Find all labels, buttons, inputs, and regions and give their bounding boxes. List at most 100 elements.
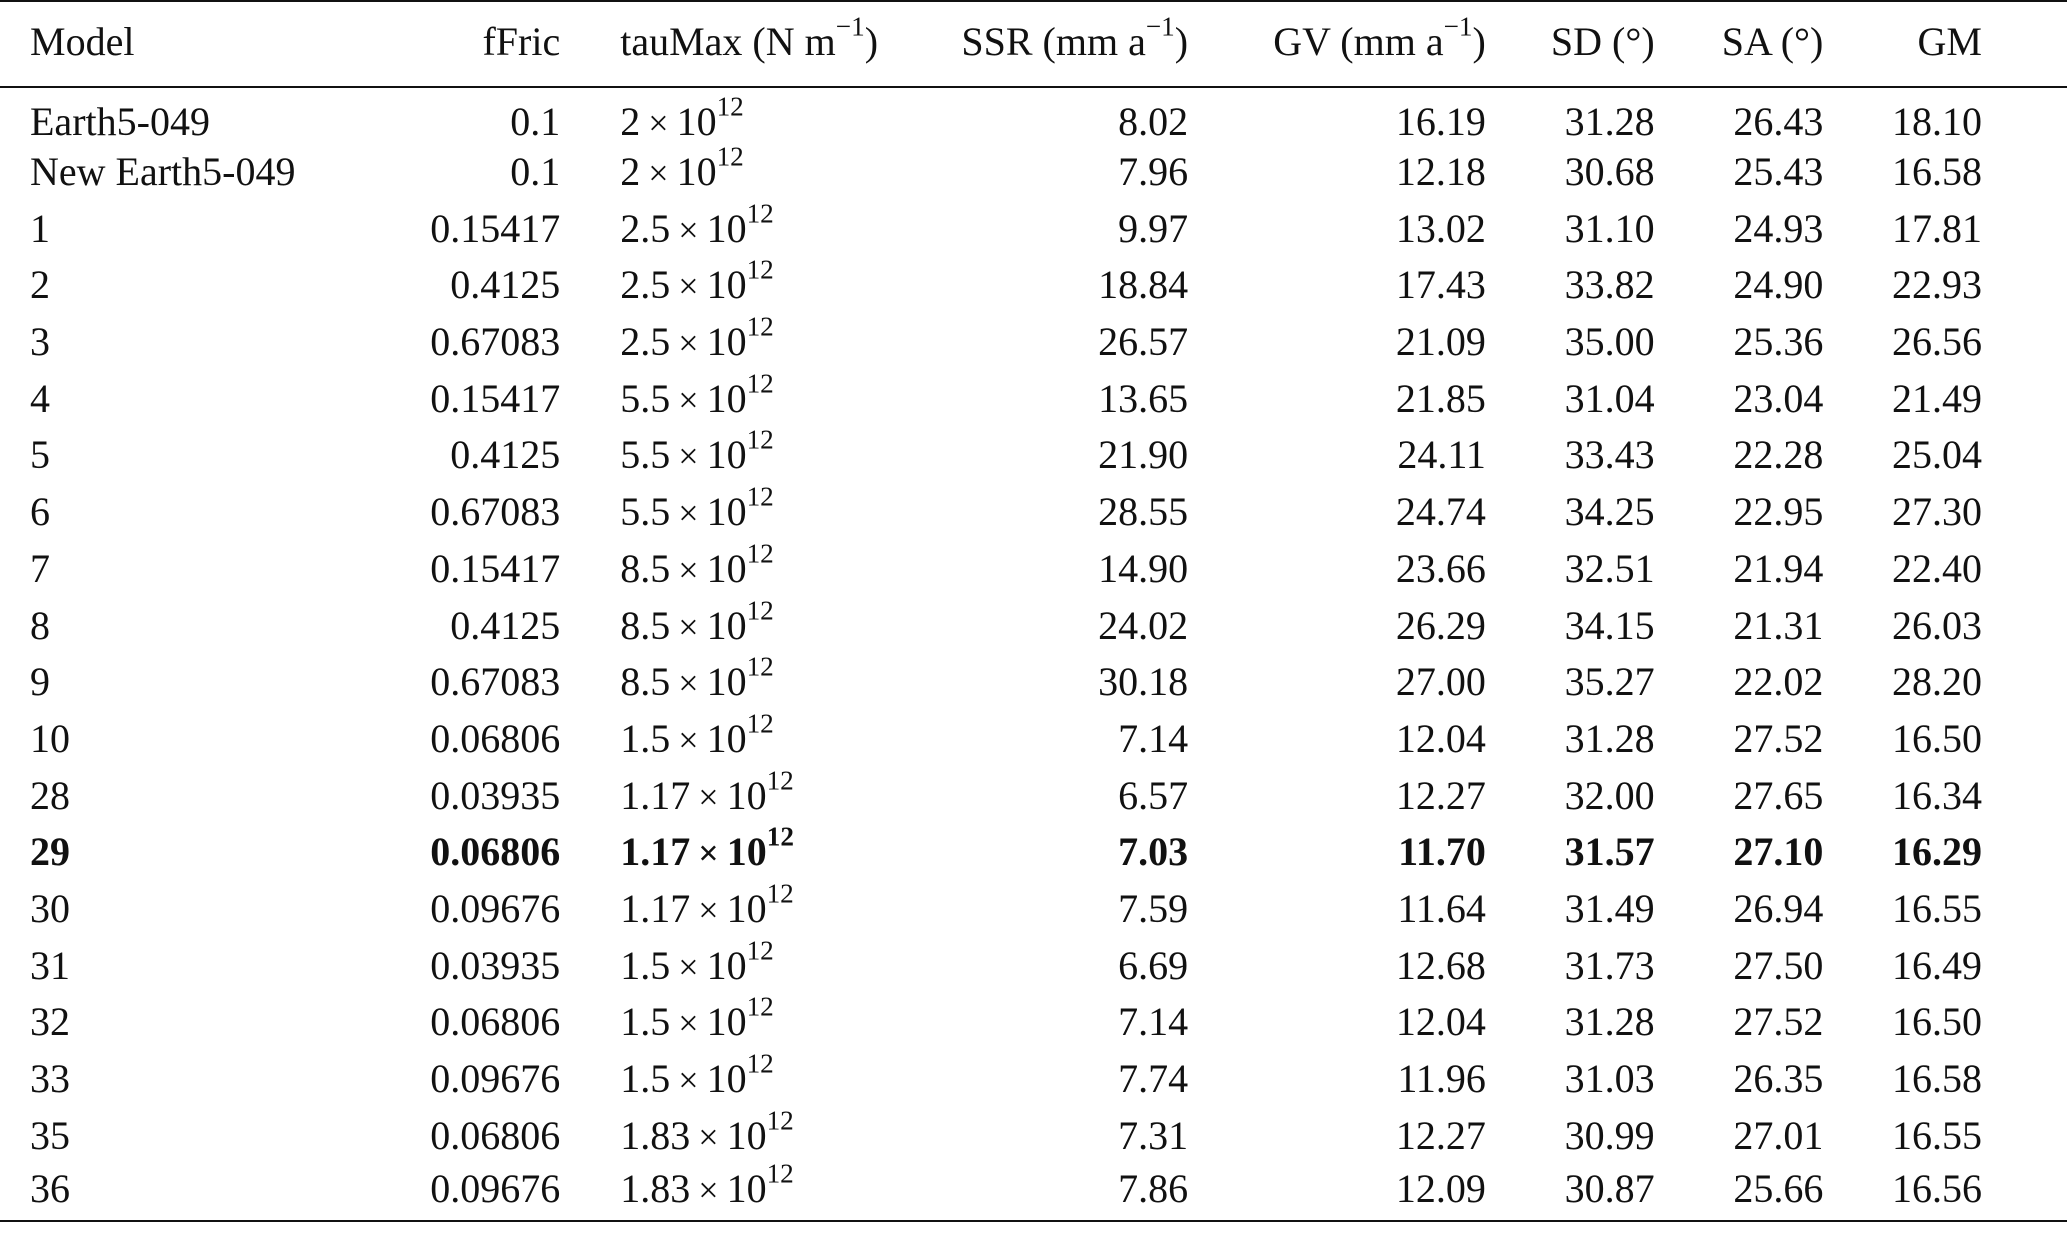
cell-gv: 12.27 xyxy=(1395,1112,1486,1158)
multiply-sign: × xyxy=(648,103,669,144)
cell-ssr: 7.03 xyxy=(1118,829,1189,875)
cell-gm: 16.55 xyxy=(1892,885,1982,931)
cell-sd: 32.51 xyxy=(1564,545,1655,591)
cell-ssr: 24.02 xyxy=(1098,602,1189,648)
cell-gm: 16.50 xyxy=(1892,715,1982,761)
cell-sd: 34.15 xyxy=(1564,602,1655,648)
taumax-base: 10 xyxy=(706,715,747,761)
results-table-container: Model fFric tauMax (N m−1) SSR (mm a−1) … xyxy=(0,0,2067,1222)
cell-taumax: 1.5 × 1012 xyxy=(560,991,919,1051)
cell-gv: 12.04 xyxy=(1395,999,1486,1045)
table-body: Earth5-049 0.1 2 × 1012 8.02 16.19 31.28 26.43… xyxy=(0,87,2067,1222)
cell-ssr: 7.14 xyxy=(1118,999,1189,1045)
cell-ssr: 7.96 xyxy=(1118,149,1189,195)
cell-model: 36 xyxy=(0,1164,382,1222)
cell-taumax: 1.5 × 1012 xyxy=(560,708,919,768)
cell-taumax: 5.5 × 1012 xyxy=(560,426,919,484)
multiply-sign: × xyxy=(698,776,719,817)
table-row: 31 0.03935 1.5 × 1012 6.69 12.68 31.73 27.50 16… xyxy=(0,936,2067,994)
taumax-exponent: 12 xyxy=(746,708,774,739)
table-row: 5 0.4125 5.5 × 1012 21.90 24.11 33.43 22.28 25.… xyxy=(0,426,2067,484)
cell-model: 10 xyxy=(30,715,70,761)
cell-model: 3 xyxy=(30,319,50,365)
taumax-base: 10 xyxy=(706,942,747,988)
taumax-base: 10 xyxy=(726,829,767,875)
cell-gm: 16.50 xyxy=(1892,999,1982,1045)
multiply-sign: × xyxy=(678,663,699,704)
taumax-exponent: 12 xyxy=(746,368,774,399)
cell-ssr: 7.59 xyxy=(1118,885,1189,931)
table-row: 28 0.03935 1.17 × 1012 6.57 12.27 32.00 27.65 1… xyxy=(0,765,2067,824)
taumax-base: 10 xyxy=(706,602,747,648)
cell-sa: 26.94 xyxy=(1733,885,1824,931)
taumax-base: 10 xyxy=(726,772,767,818)
cell-sd: 30.87 xyxy=(1486,1164,1656,1222)
cell-ffric: 0.15417 xyxy=(430,375,561,421)
cell-sa: 22.28 xyxy=(1733,432,1824,478)
cell-ffric: 0.06806 xyxy=(430,1112,561,1158)
header-row: Model fFric tauMax (N m−1) SSR (mm a−1) … xyxy=(0,0,2067,88)
cell-gv: 27.00 xyxy=(1395,659,1486,705)
taumax-mantissa: 2.5 xyxy=(620,262,671,308)
taumax-exponent: 12 xyxy=(746,594,774,625)
cell-gv: 11.64 xyxy=(1397,885,1486,931)
taumax-mantissa: 1.83 xyxy=(620,1166,691,1212)
multiply-sign: × xyxy=(678,946,699,987)
cell-ssr: 30.18 xyxy=(1098,659,1189,705)
cell-sa: 21.94 xyxy=(1733,545,1824,591)
table-row: New Earth5-049 0.1 2 × 1012 7.96 12.18 30.68 2… xyxy=(0,143,2067,201)
multiply-sign: × xyxy=(678,379,699,420)
cell-model: 28 xyxy=(30,772,70,818)
multiply-sign: × xyxy=(678,1003,699,1044)
taumax-mantissa: 1.5 xyxy=(620,942,671,988)
header-ssr: SSR (mm a−1) xyxy=(919,0,1190,88)
cell-gv: 17.43 xyxy=(1395,262,1486,308)
header-taumax: tauMax (N m−1) xyxy=(560,0,920,88)
cell-ffric: 0.09676 xyxy=(430,885,561,931)
cell-ssr: 26.57 xyxy=(1098,319,1189,365)
cell-sa: 24.93 xyxy=(1733,205,1824,251)
taumax-exponent: 12 xyxy=(746,538,774,569)
taumax-mantissa: 1.17 xyxy=(620,829,691,875)
multiply-sign: × xyxy=(678,719,699,760)
taumax-exponent: 12 xyxy=(746,1048,774,1079)
taumax-mantissa: 1.83 xyxy=(620,1112,691,1158)
taumax-exponent: 12 xyxy=(766,765,794,796)
cell-ssr: 21.90 xyxy=(1098,432,1189,478)
taumax-mantissa: 2 xyxy=(620,149,641,195)
cell-ffric: 0.06806 xyxy=(430,829,561,875)
cell-model: 1 xyxy=(30,205,50,251)
cell-ffric: 0.67083 xyxy=(430,659,561,705)
cell-sd: 33.43 xyxy=(1564,432,1655,478)
cell-sa: 25.36 xyxy=(1733,319,1824,365)
cell-taumax: 1.83 × 1012 xyxy=(560,1160,920,1222)
taumax-base: 10 xyxy=(676,149,717,195)
table-row: 7 0.15417 8.5 × 1012 14.90 23.66 32.51 21.94 22… xyxy=(0,538,2067,598)
cell-ssr: 14.90 xyxy=(1098,545,1189,591)
table-row: 4 0.15417 5.5 × 1012 13.65 21.85 31.04 23.04 21… xyxy=(0,370,2067,427)
taumax-mantissa: 2.5 xyxy=(620,319,671,365)
cell-ssr: 7.31 xyxy=(1118,1112,1189,1158)
cell-ffric: 0.06806 xyxy=(430,715,561,761)
taumax-mantissa: 1.5 xyxy=(620,999,671,1045)
cell-model: 5 xyxy=(30,432,50,478)
cell-gm: 21.49 xyxy=(1892,375,1982,421)
cell-taumax: 1.17 × 1012 xyxy=(560,823,919,881)
taumax-exponent: 12 xyxy=(746,991,774,1022)
cell-gv: 23.66 xyxy=(1395,545,1486,591)
header-gm: GM xyxy=(1824,0,2067,88)
table-row: 29 0.06806 1.17 × 1012 7.03 11.70 31.57 27.10 1… xyxy=(0,823,2067,881)
cell-gm: 16.49 xyxy=(1892,942,1982,988)
cell-ssr: 7.86 xyxy=(919,1164,1190,1222)
taumax-mantissa: 1.5 xyxy=(620,715,671,761)
cell-sd: 33.82 xyxy=(1564,262,1655,308)
cell-model: 33 xyxy=(30,1056,70,1102)
cell-sd: 31.04 xyxy=(1564,375,1655,421)
taumax-exponent: 12 xyxy=(766,1105,794,1136)
cell-taumax: 8.5 × 1012 xyxy=(560,538,919,598)
cell-sd: 30.68 xyxy=(1564,149,1655,195)
header-model: Model xyxy=(0,0,382,88)
cell-sd: 31.28 xyxy=(1564,999,1655,1045)
cell-sd: 31.73 xyxy=(1564,942,1655,988)
cell-gv: 21.85 xyxy=(1395,375,1486,421)
